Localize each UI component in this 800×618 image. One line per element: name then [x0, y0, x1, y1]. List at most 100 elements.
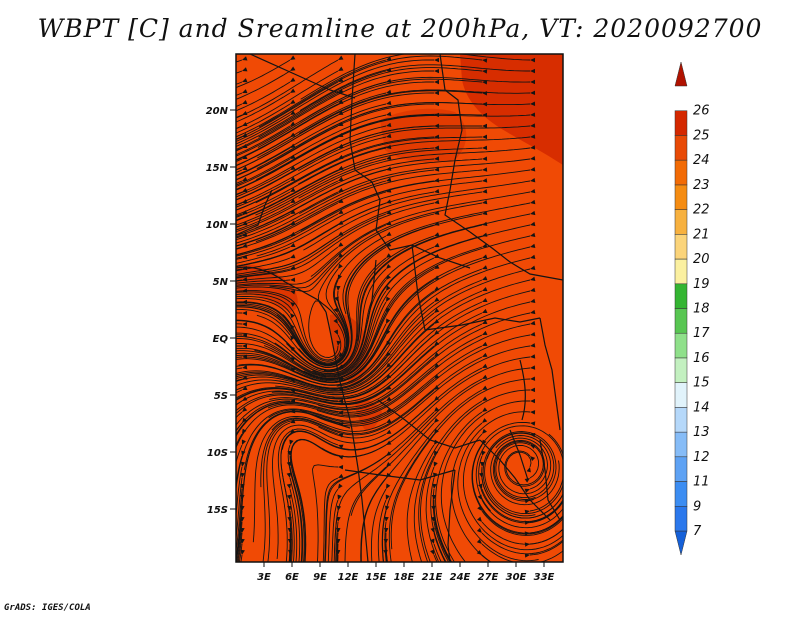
streamline-arrow: [286, 494, 292, 500]
streamline-arrow: [386, 340, 391, 346]
colorbar-swatch: [674, 481, 688, 507]
streamline: [266, 422, 291, 562]
streamline-arrow: [479, 472, 484, 478]
streamline: [236, 290, 342, 361]
streamline-arrow: [530, 432, 536, 438]
streamline: [413, 400, 483, 562]
streamline-arrow: [386, 440, 392, 445]
streamline-arrow: [242, 100, 248, 105]
streamline-arrow: [242, 254, 248, 259]
streamline-arrow: [434, 112, 440, 118]
streamline-arrow: [338, 465, 344, 470]
streamline-arrow: [386, 307, 391, 313]
streamline-arrow: [530, 354, 536, 359]
streamline: [258, 55, 483, 128]
streamline-arrow: [530, 156, 536, 161]
streamline-arrow: [242, 56, 248, 61]
colorbar-swatch: [674, 110, 688, 136]
streamline-arrow: [434, 101, 440, 107]
lon-label: 15E: [366, 572, 387, 583]
streamline-arrow: [290, 324, 295, 330]
streamline-arrow: [530, 68, 536, 74]
streamlines: [236, 54, 563, 562]
streamline: [336, 257, 531, 387]
streamline: [435, 411, 483, 562]
streamline-arrow: [480, 461, 485, 467]
streamline: [327, 488, 339, 562]
streamline: [236, 224, 291, 247]
streamline-arrow: [290, 99, 296, 104]
streamline: [303, 180, 531, 251]
streamline-arrow: [530, 221, 536, 227]
streamline-arrow: [434, 145, 440, 150]
streamline-arrow: [386, 483, 391, 489]
streamline: [236, 388, 291, 401]
streamline-arrow: [338, 231, 344, 236]
streamline: [324, 455, 387, 562]
streamline-arrow: [290, 265, 296, 270]
streamline: [471, 421, 563, 535]
streamline-arrow: [338, 88, 344, 93]
streamline: [236, 350, 339, 381]
streamline: [342, 202, 531, 315]
streamline: [236, 389, 387, 415]
streamline: [529, 540, 563, 556]
streamline: [236, 70, 387, 147]
streamline-arrow: [338, 110, 344, 115]
streamline-arrow: [386, 89, 392, 94]
lon-label: 3E: [257, 572, 271, 583]
streamline-arrow: [338, 187, 344, 192]
streamline-arrow: [290, 388, 296, 393]
streamline: [350, 367, 531, 516]
streamline-arrow: [287, 527, 293, 533]
streamline: [336, 543, 339, 562]
streamline-arrow: [386, 199, 392, 204]
streamline-arrow: [338, 176, 344, 181]
streamline-arrow: [242, 277, 248, 282]
streamline-arrow: [482, 112, 488, 118]
streamline: [236, 59, 291, 89]
lon-label: 18E: [394, 572, 415, 583]
streamline-arrow: [530, 232, 536, 238]
streamline-arrow: [383, 538, 388, 544]
streamline-arrow: [526, 467, 531, 473]
streamline: [299, 64, 530, 111]
streamline-arrow: [434, 428, 439, 434]
streamline-arrow: [338, 376, 344, 381]
colorbar-swatch: [674, 283, 688, 309]
streamline-arrow: [242, 143, 248, 148]
streamline: [236, 422, 243, 432]
streamline-arrow: [290, 55, 296, 60]
streamline: [390, 378, 531, 550]
streamline: [236, 169, 435, 244]
streamline: [236, 114, 339, 171]
streamline-arrow: [338, 99, 344, 104]
streamline-arrow: [338, 220, 344, 225]
streamline-arrow: [241, 439, 246, 445]
colorbar-swatch: [674, 61, 688, 87]
streamline: [318, 345, 531, 439]
lon-label: 33E: [534, 572, 555, 583]
streamline-arrow: [290, 277, 296, 282]
warm-region-north: [380, 108, 467, 163]
streamline-arrow: [476, 539, 482, 544]
streamline: [481, 499, 563, 529]
streamline-arrow: [530, 444, 536, 449]
streamline: [490, 437, 560, 506]
streamline: [236, 301, 387, 378]
colorbar-swatch: [674, 530, 688, 556]
streamline: [236, 147, 387, 216]
streamline: [289, 554, 291, 562]
streamline: [236, 147, 291, 177]
streamline-arrow: [530, 456, 536, 462]
streamline-arrow: [338, 77, 344, 82]
lon-label: 30E: [506, 572, 527, 583]
streamline: [236, 293, 339, 362]
streamline-arrow: [338, 121, 344, 126]
streamline-arrow: [338, 483, 343, 489]
streamline: [245, 279, 435, 383]
streamline-arrow: [530, 123, 536, 128]
streamline-arrow: [242, 199, 248, 204]
streamline: [236, 169, 387, 236]
streamline-arrow: [482, 123, 488, 129]
